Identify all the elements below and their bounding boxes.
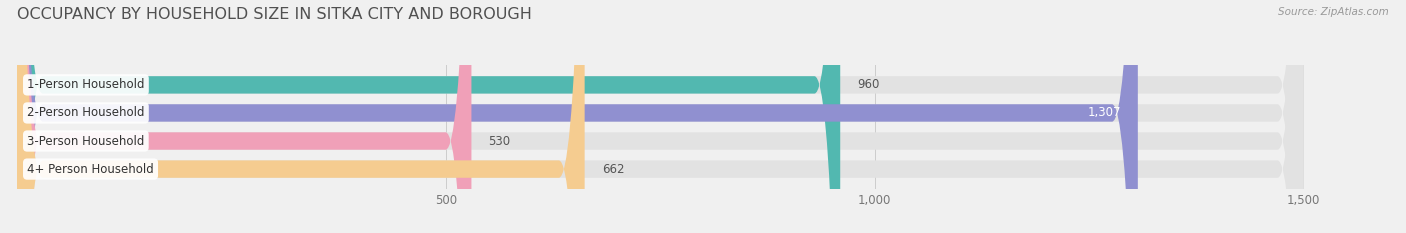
FancyBboxPatch shape (17, 0, 1303, 233)
Text: Source: ZipAtlas.com: Source: ZipAtlas.com (1278, 7, 1389, 17)
Text: OCCUPANCY BY HOUSEHOLD SIZE IN SITKA CITY AND BOROUGH: OCCUPANCY BY HOUSEHOLD SIZE IN SITKA CIT… (17, 7, 531, 22)
Text: 4+ Person Household: 4+ Person Household (27, 163, 153, 176)
FancyBboxPatch shape (17, 0, 471, 233)
FancyBboxPatch shape (17, 0, 1303, 233)
Text: 1-Person Household: 1-Person Household (27, 78, 145, 91)
Text: 960: 960 (858, 78, 880, 91)
FancyBboxPatch shape (17, 0, 585, 233)
Text: 1,307: 1,307 (1087, 106, 1121, 120)
Text: 662: 662 (602, 163, 624, 176)
FancyBboxPatch shape (17, 0, 1137, 233)
Text: 2-Person Household: 2-Person Household (27, 106, 145, 120)
FancyBboxPatch shape (17, 0, 1303, 233)
Text: 3-Person Household: 3-Person Household (27, 134, 145, 147)
Text: 530: 530 (489, 134, 510, 147)
FancyBboxPatch shape (17, 0, 1303, 233)
FancyBboxPatch shape (17, 0, 841, 233)
